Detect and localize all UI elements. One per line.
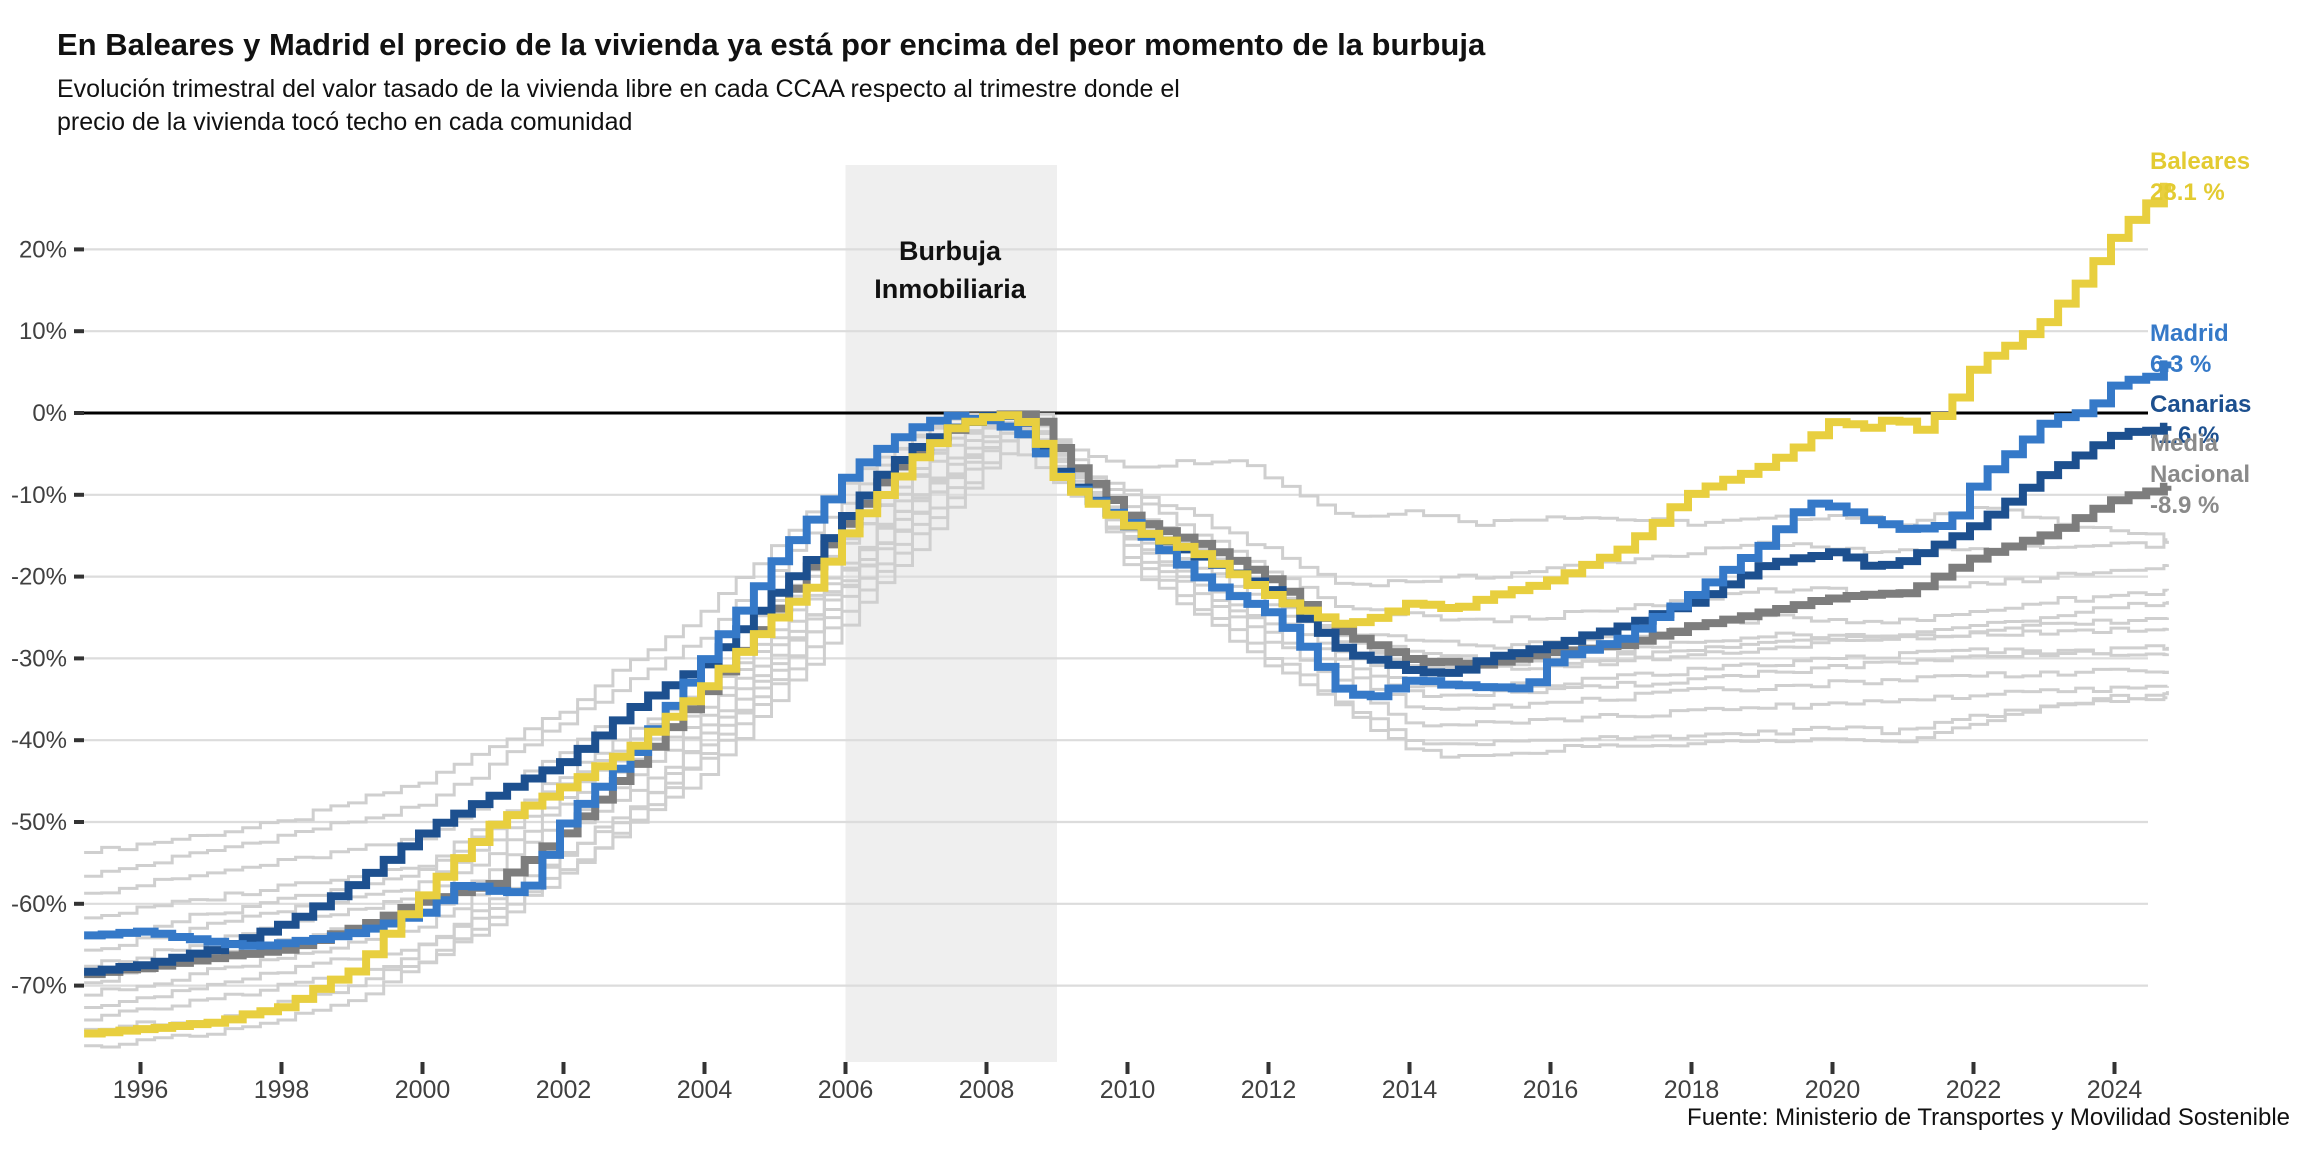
x-axis-tick-label: 2010 [1100, 1076, 1156, 1104]
bubble-band-annotation-line2: Inmobiliaria [874, 274, 1026, 304]
series-line-ccaa-11 [84, 412, 2168, 1022]
series-label-baleares: Baleares 28.1 % [2150, 146, 2300, 208]
x-axis-tick-label: 2000 [395, 1076, 451, 1104]
y-axis-tick-label: -70% [11, 973, 67, 1000]
series-label-canarias: Canarias -1.6 % [2150, 389, 2300, 451]
series-label-media-nacional-name: Media Nacional [2150, 430, 2251, 488]
y-axis-tick-label: -50% [11, 809, 67, 836]
x-axis-tick-label: 2024 [2087, 1076, 2143, 1104]
series-label-madrid-value: 6.3 % [2150, 351, 2212, 378]
series-line-ccaa-2 [84, 412, 2169, 878]
series-label-media-nacional-value: -8.9 % [2150, 492, 2220, 519]
series-line-ccaa-3 [84, 415, 2169, 895]
y-axis-tick-label: -30% [11, 645, 67, 672]
x-axis-tick-label: 1996 [113, 1076, 169, 1104]
x-axis-tick-label: 2014 [1382, 1076, 1438, 1104]
chart-subtitle: Evolución trimestral del valor tasado de… [57, 75, 1180, 136]
series-label-canarias-value: -1.6 % [2150, 422, 2220, 449]
y-axis-tick-label: -20% [11, 564, 67, 591]
y-axis-tick-label: -60% [11, 891, 67, 918]
x-axis-tick-label: 2016 [1523, 1076, 1579, 1104]
x-axis-tick-label: 2018 [1664, 1076, 1720, 1104]
series-line-baleares [84, 182, 2172, 1038]
series-line-ccaa-1 [84, 415, 2168, 854]
y-axis-tick-label: 0% [32, 400, 67, 427]
series-label-baleares-name: Baleares [2150, 148, 2251, 175]
x-axis-tick-label: 2002 [536, 1076, 592, 1104]
series-label-baleares-value: 28.1 % [2150, 179, 2225, 206]
y-axis-tick-label: -10% [11, 482, 67, 509]
series-label-canarias-name: Canarias [2150, 391, 2252, 418]
page-title: En Baleares y Madrid el precio de la viv… [57, 26, 1486, 62]
series-line-ccaa-5 [84, 414, 2169, 940]
bubble-band-annotation: Burbuja Inmobiliaria [790, 232, 1110, 308]
x-axis-tick-label: 2020 [1805, 1076, 1861, 1104]
x-axis-tick-label: 1998 [254, 1076, 310, 1104]
x-axis-tick-label: 2006 [818, 1076, 874, 1104]
x-axis-tick-label: 2022 [1946, 1076, 2002, 1104]
x-axis-tick-label: 2004 [677, 1076, 733, 1104]
series-label-media-nacional: Media Nacional -8.9 % [2150, 428, 2268, 521]
y-axis-tick-label: 20% [19, 236, 67, 263]
bubble-band [845, 165, 1057, 1062]
series-line-ccaa-12 [84, 419, 2169, 1049]
series-label-madrid-name: Madrid [2150, 320, 2229, 347]
y-axis-tick-label: -40% [11, 727, 67, 754]
y-axis-tick-label: 10% [19, 318, 67, 345]
source-credit: Fuente: Ministerio de Transportes y Movi… [1687, 1104, 2290, 1131]
x-axis-tick-label: 2012 [1241, 1076, 1297, 1104]
bubble-band-annotation-line1: Burbuja [898, 236, 1001, 266]
x-axis-tick-label: 2008 [959, 1076, 1015, 1104]
series-label-madrid: Madrid 6.3 % [2150, 318, 2300, 380]
